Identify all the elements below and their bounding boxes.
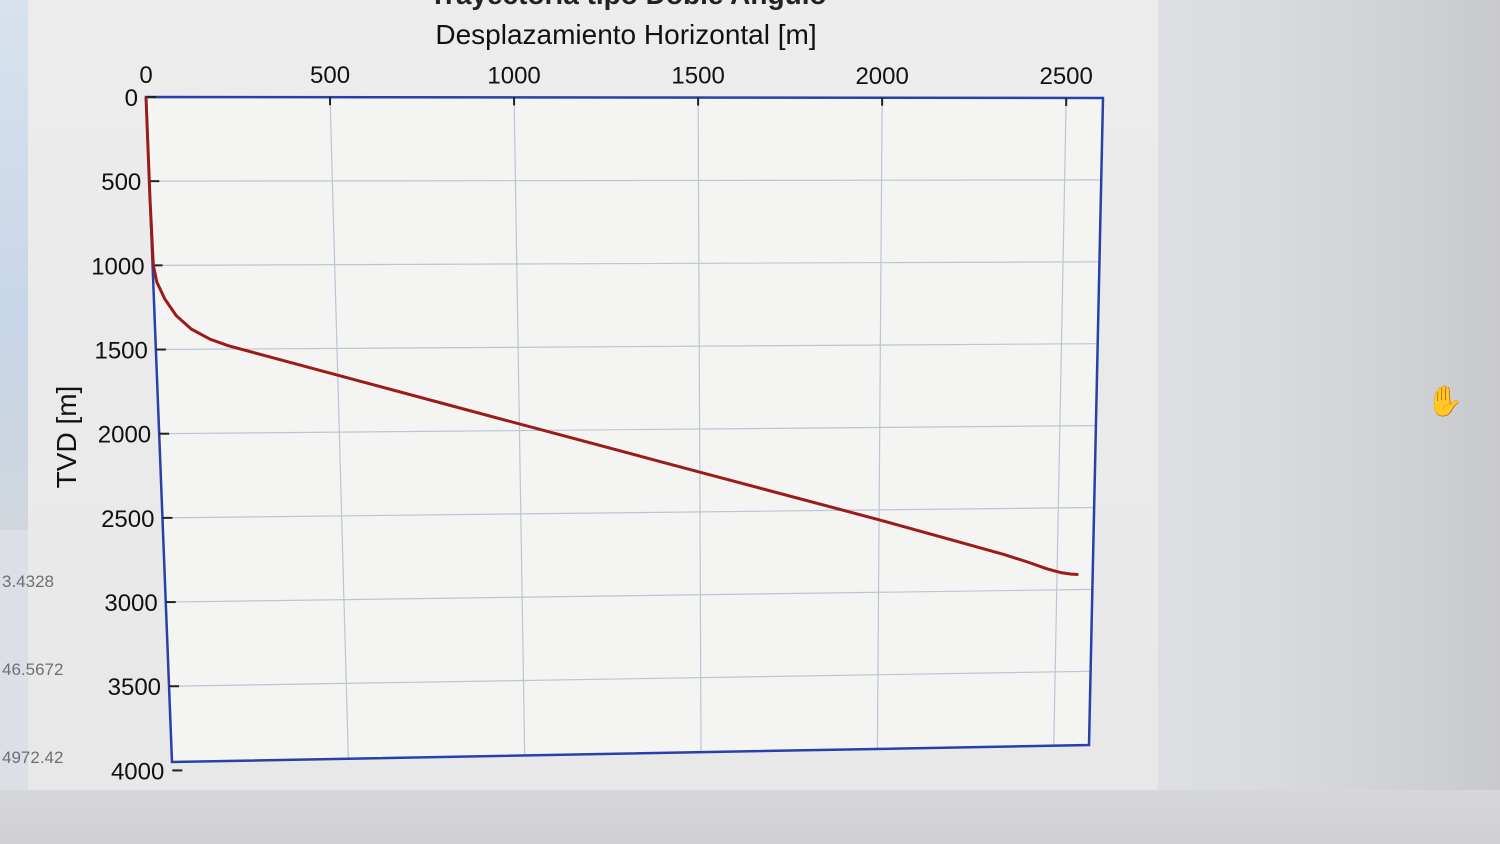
y-tick-label: 500	[101, 169, 141, 196]
y-axis-title: TVD [m]	[51, 386, 82, 489]
x-grid-line	[329, 97, 349, 759]
trajectory-series-line	[144, 96, 1079, 577]
hand-cursor-icon: ✋	[1426, 385, 1464, 418]
y-tick-label: 1500	[94, 338, 147, 365]
x-tick-label: 1500	[671, 63, 724, 90]
chart-title: Trayectoria tipo Doble Angulo	[429, 0, 826, 10]
side-value-3: 4972.42	[2, 748, 64, 767]
x-axis-title: Desplazamiento Horizontal [m]	[435, 19, 816, 50]
y-tick-label: 2500	[101, 506, 154, 533]
axes-frame	[144, 95, 1105, 764]
x-grid-line	[697, 97, 702, 753]
x-tick-label: 2000	[855, 63, 908, 90]
y-grid-line	[165, 588, 1093, 603]
y-grid-line	[159, 424, 1096, 435]
x-tick-label: 1000	[487, 62, 540, 89]
y-tick-label: 1000	[91, 253, 144, 280]
lower-band	[0, 790, 1500, 844]
y-tick-label: 0	[125, 85, 138, 112]
x-grid-line	[1053, 97, 1067, 746]
x-tick-label: 2500	[1039, 63, 1092, 90]
y-grid-line	[155, 343, 1098, 351]
y-tick-label: 4000	[111, 758, 164, 785]
x-tick-label: 0	[139, 62, 152, 89]
x-grid-line	[513, 97, 526, 756]
y-tick-label: 3500	[108, 674, 161, 701]
y-grid-line	[152, 261, 1100, 266]
y-grid-line	[169, 670, 1091, 687]
side-value-2: 46.5672	[2, 660, 64, 679]
x-tick-label: 500	[310, 62, 350, 89]
side-value-1: 3.4328	[2, 572, 54, 591]
y-grid-line	[162, 506, 1095, 519]
y-tick-label: 3000	[104, 590, 157, 617]
x-grid-line	[876, 97, 883, 749]
y-tick-label: 2000	[98, 422, 151, 449]
y-grid-line	[149, 179, 1102, 182]
